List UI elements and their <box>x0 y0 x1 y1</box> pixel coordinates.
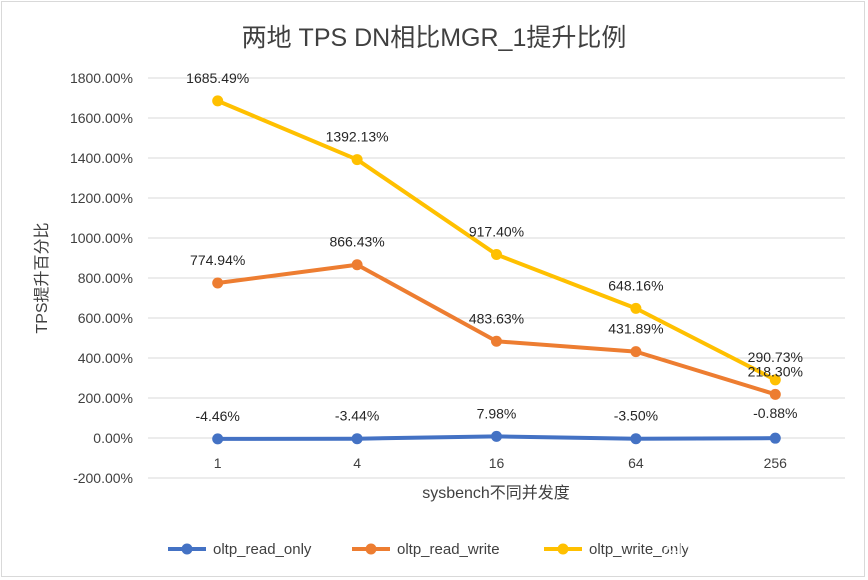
data-point-oltp_write_only <box>212 95 224 107</box>
watermark: 知乎 @PolarDB-X <box>662 535 822 558</box>
y-tick-label: -200.00% <box>73 470 133 486</box>
y-tick-label: 600.00% <box>78 310 133 326</box>
data-point-oltp_read_write <box>212 277 224 289</box>
data-labels: -4.46% -3.44% 7.98% -3.50% -0.88% 774.94% 866.… <box>186 70 803 424</box>
data-label-oltp_write_only: 917.40% <box>469 224 524 240</box>
y-tick-label: 400.00% <box>78 350 133 366</box>
x-axis-ticks: 1 4 16 64 256 <box>214 455 787 471</box>
y-tick-label: 200.00% <box>78 390 133 406</box>
y-tick-label: 800.00% <box>78 270 133 286</box>
data-label-oltp_write_only: 1685.49% <box>186 70 249 86</box>
data-point-oltp_write_only <box>491 249 502 261</box>
data-point-oltp_read_write <box>769 388 781 400</box>
x-tick-label: 4 <box>353 455 361 471</box>
legend: oltp_read_only oltp_read_write oltp_write_… <box>168 541 690 558</box>
x-tick-label: 1 <box>214 455 222 471</box>
y-tick-label: 1000.00% <box>70 230 133 246</box>
data-point-oltp_read_write <box>630 346 642 358</box>
data-label-oltp_read_only: -3.50% <box>614 408 658 424</box>
data-label-oltp_read_only: -3.44% <box>335 408 379 424</box>
x-axis-title: sysbench不同并发度 <box>422 484 570 502</box>
x-tick-label: 16 <box>489 455 505 471</box>
data-label-oltp_read_only: -4.46% <box>196 408 240 424</box>
legend-marker-oltp_read_write <box>365 543 377 555</box>
data-label-oltp_write_only: 1392.13% <box>326 129 389 145</box>
data-label-oltp_read_write: 483.63% <box>469 310 524 326</box>
data-label-oltp_read_only: 7.98% <box>477 405 517 421</box>
legend-label-oltp_write_only: oltp_write_only <box>589 541 690 558</box>
legend-label-oltp_read_only: oltp_read_only <box>213 541 312 558</box>
y-tick-label: 1200.00% <box>70 190 133 206</box>
y-tick-label: 1400.00% <box>70 150 133 166</box>
legend-marker-oltp_read_only <box>181 543 193 555</box>
data-point-oltp_read_only <box>212 433 224 445</box>
data-label-oltp_read_write: 431.89% <box>608 321 663 337</box>
data-label-oltp_read_write: 218.30% <box>748 363 803 379</box>
series-group <box>212 95 781 445</box>
y-tick-label: 0.00% <box>93 430 133 446</box>
data-point-oltp_read_only <box>491 430 502 442</box>
data-point-oltp_read_write <box>491 335 502 347</box>
series-line-oltp_read_write <box>215 262 778 397</box>
data-point-oltp_read_only <box>630 433 642 445</box>
legend-marker-oltp_write_only <box>557 543 569 555</box>
chart-title: 两地 TPS DN相比MGR_1提升比例 <box>242 24 627 52</box>
data-label-oltp_write_only: 648.16% <box>608 277 663 293</box>
legend-label-oltp_read_write: oltp_read_write <box>397 541 500 558</box>
data-label-oltp_write_only: 290.73% <box>748 349 803 365</box>
data-label-oltp_read_write: 774.94% <box>190 252 245 268</box>
y-axis-title: TPS提升百分比 <box>33 222 51 333</box>
data-label-oltp_read_write: 866.43% <box>329 234 384 250</box>
x-tick-label: 64 <box>628 455 644 471</box>
data-point-oltp_read_only <box>769 432 781 444</box>
y-axis-ticks: -200.00% 0.00% 200.00% 400.00% 600.00% 800.00… <box>70 70 133 486</box>
data-point-oltp_write_only <box>351 154 363 166</box>
x-tick-label: 256 <box>764 455 788 471</box>
data-point-oltp_read_write <box>351 259 363 271</box>
data-label-oltp_read_only: -0.88% <box>753 405 797 421</box>
data-point-oltp_write_only <box>630 302 642 314</box>
y-tick-label: 1800.00% <box>70 70 133 86</box>
data-point-oltp_read_only <box>351 433 363 445</box>
data-point-oltp_write_only <box>769 374 781 386</box>
y-tick-label: 1600.00% <box>70 110 133 126</box>
